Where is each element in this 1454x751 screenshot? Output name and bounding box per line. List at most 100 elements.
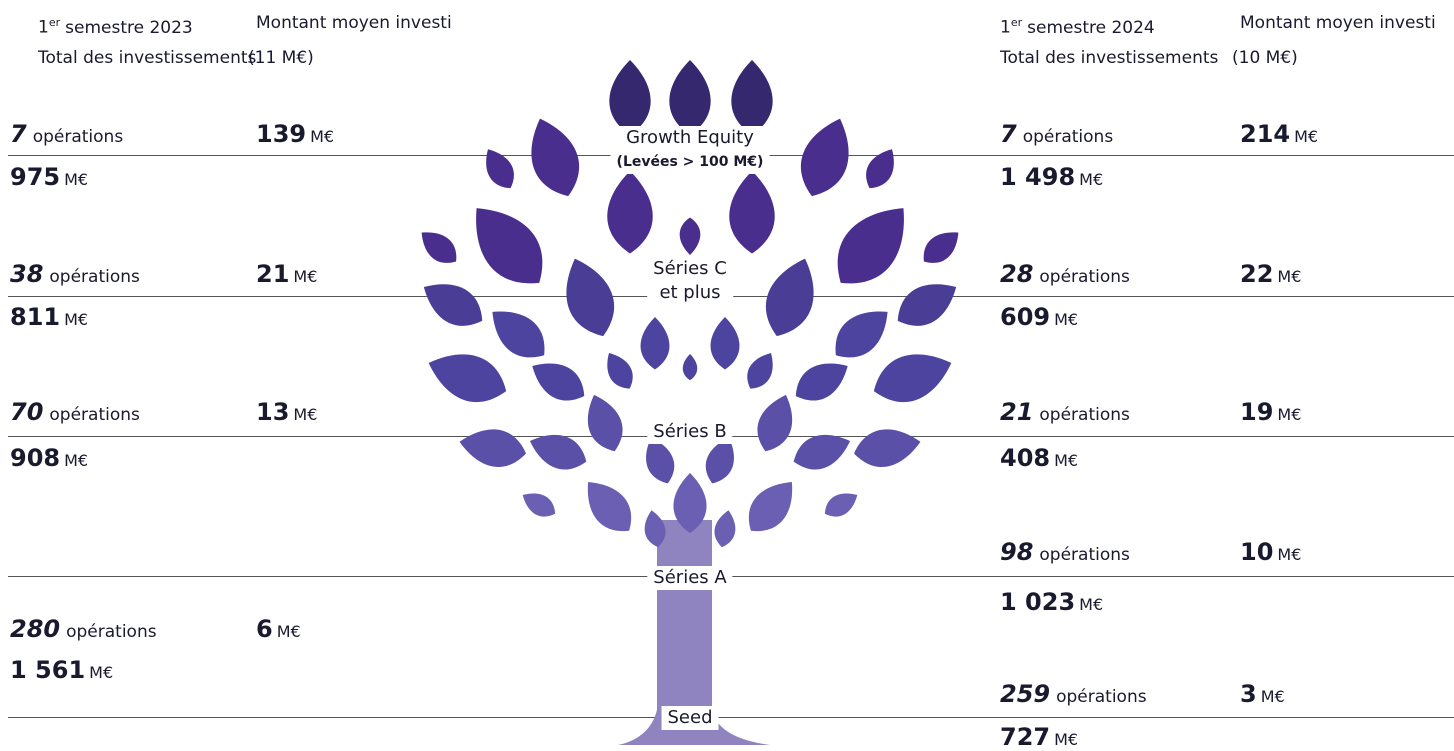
operations-unit: opérations bbox=[49, 267, 139, 287]
average: 13M€ bbox=[256, 401, 317, 426]
total: 1 023M€ bbox=[1000, 591, 1103, 616]
operations-count: 21 bbox=[1000, 398, 1033, 426]
operations-unit: opérations bbox=[1039, 267, 1129, 287]
period-text: semestre 2024 bbox=[1027, 18, 1155, 38]
total-value: 908 bbox=[10, 444, 60, 472]
currency: M€ bbox=[1079, 170, 1103, 189]
operations-unit: opérations bbox=[1039, 545, 1129, 565]
leaf bbox=[415, 271, 492, 337]
stage-name: Growth Equity bbox=[617, 126, 764, 150]
leaf bbox=[575, 471, 643, 542]
period-sup: er bbox=[1011, 16, 1022, 29]
leaf bbox=[607, 171, 652, 254]
currency: M€ bbox=[1054, 451, 1078, 470]
leaf bbox=[669, 60, 710, 135]
operations: 21 opérations bbox=[1000, 401, 1130, 426]
operations-count: 7 bbox=[10, 120, 27, 148]
leaf bbox=[729, 171, 774, 254]
stage-name: Séries C bbox=[653, 257, 727, 281]
leaf bbox=[916, 223, 966, 271]
leaf bbox=[820, 486, 863, 523]
total-label: Total des investissements bbox=[1000, 47, 1218, 69]
leaf bbox=[888, 271, 965, 337]
leaf bbox=[519, 111, 590, 204]
leaf bbox=[480, 298, 556, 370]
operations-count: 259 bbox=[1000, 680, 1050, 708]
leaf bbox=[609, 60, 650, 135]
average-label: Montant moyen investi bbox=[256, 12, 452, 34]
currency: M€ bbox=[1277, 405, 1301, 424]
stage-name: Séries B bbox=[653, 420, 726, 444]
leaf bbox=[477, 143, 521, 194]
leaf bbox=[711, 317, 740, 370]
average-overall: (11 M€) bbox=[248, 47, 314, 69]
stage-note: et plus bbox=[653, 281, 727, 305]
currency: M€ bbox=[64, 451, 88, 470]
leaf bbox=[579, 389, 631, 457]
currency: M€ bbox=[1294, 127, 1318, 146]
period-text: semestre 2023 bbox=[65, 18, 193, 38]
currency: M€ bbox=[1079, 595, 1103, 614]
operations: 280opérations bbox=[10, 618, 157, 643]
total-value: 975 bbox=[10, 163, 60, 191]
average-value: 19 bbox=[1240, 398, 1273, 426]
leaf bbox=[788, 426, 856, 478]
leaf bbox=[680, 218, 701, 256]
operations-unit: opérations bbox=[1039, 405, 1129, 425]
stage-label: Séries A bbox=[647, 566, 732, 590]
leaf bbox=[524, 352, 592, 411]
leaf bbox=[683, 354, 697, 380]
operations-unit: opérations bbox=[49, 405, 139, 425]
leaf bbox=[518, 486, 561, 523]
currency: M€ bbox=[310, 127, 334, 146]
operations: 38 opérations bbox=[10, 263, 140, 288]
total: 408M€ bbox=[1000, 447, 1078, 472]
leaf bbox=[737, 471, 805, 542]
leaf bbox=[851, 423, 924, 471]
total-value: 609 bbox=[1000, 303, 1050, 331]
leaf bbox=[866, 342, 959, 413]
stage-name: Seed bbox=[668, 706, 713, 730]
total-value: 727 bbox=[1000, 723, 1050, 751]
average-value: 21 bbox=[256, 260, 289, 288]
leaf bbox=[456, 191, 560, 300]
trunk bbox=[657, 520, 712, 715]
operations-count: 7 bbox=[1000, 120, 1017, 148]
operations: 70opérations bbox=[10, 401, 140, 426]
currency: M€ bbox=[89, 663, 113, 682]
total-value: 811 bbox=[10, 303, 60, 331]
operations-count: 38 bbox=[10, 260, 43, 288]
stage-label: Séries B bbox=[647, 420, 732, 444]
leaf bbox=[421, 342, 514, 413]
stage-label: Seed bbox=[662, 706, 719, 730]
average-overall: (10 M€) bbox=[1232, 47, 1298, 69]
operations-count: 98 bbox=[1000, 538, 1033, 566]
leaf bbox=[741, 347, 781, 394]
leaf bbox=[599, 347, 639, 394]
leaf bbox=[790, 111, 861, 204]
currency: M€ bbox=[1054, 310, 1078, 329]
leaf bbox=[824, 298, 900, 370]
average-value: 3 bbox=[1240, 680, 1257, 708]
leaf bbox=[731, 60, 772, 135]
operations-count: 28 bbox=[1000, 260, 1033, 288]
operations: 28 opérations bbox=[1000, 263, 1130, 288]
stage-label: Growth Equity(Levées > 100 M€) bbox=[611, 126, 770, 174]
leaf bbox=[755, 251, 826, 344]
currency: M€ bbox=[293, 267, 317, 286]
currency: M€ bbox=[64, 310, 88, 329]
operations-unit: opérations bbox=[66, 622, 156, 642]
operations: 98 opérations bbox=[1000, 541, 1130, 566]
